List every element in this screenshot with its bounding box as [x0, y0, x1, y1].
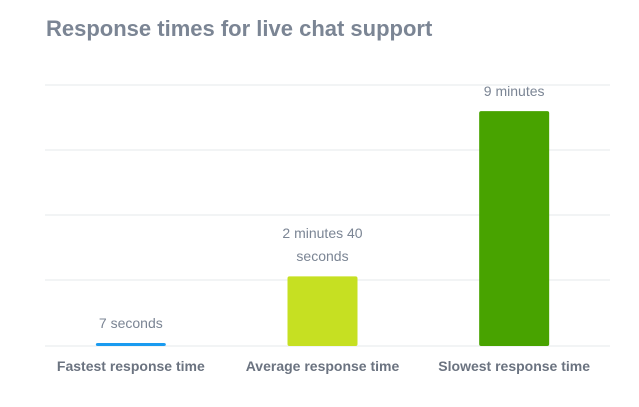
value-label: 2 minutes 40 seconds — [282, 225, 363, 265]
x-tick-label: Fastest response time — [56, 358, 205, 374]
bar — [95, 342, 166, 346]
value-label: 9 minutes — [483, 83, 545, 100]
x-tick-label: Slowest response time — [438, 358, 591, 374]
bar — [287, 276, 358, 346]
value-label: 7 seconds — [98, 314, 163, 331]
bar — [479, 111, 550, 346]
chart-title: Response times for live chat support — [46, 16, 433, 41]
x-tick-label: Average response time — [245, 358, 400, 374]
